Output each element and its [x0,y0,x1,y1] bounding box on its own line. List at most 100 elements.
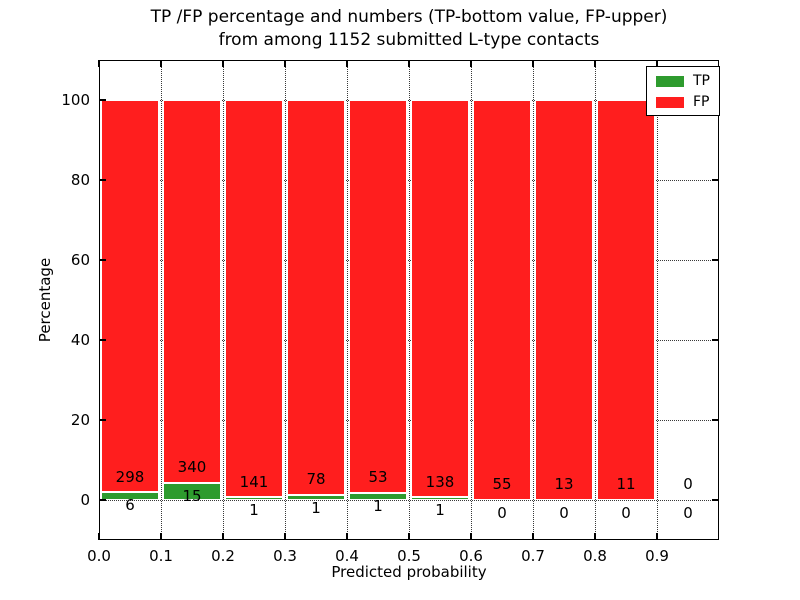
tp-bar [225,497,283,500]
tp-bar [287,494,345,500]
tp-bar [411,497,469,500]
tp-bar [163,483,221,500]
v-gridline [346,60,348,540]
fp-bar [473,100,531,500]
y-tick-mark [712,339,719,341]
x-tick-mark [594,533,596,540]
fp-count-label: 138 [425,472,455,491]
x-tick-mark [532,60,534,67]
y-tick-mark [99,259,106,261]
y-tick-mark [99,99,106,101]
y-tick-mark [99,499,106,501]
tp-color-swatch [656,75,684,87]
fp-count-label: 340 [177,458,207,477]
fp-count-label: 53 [368,468,388,486]
x-tick-mark [470,60,472,67]
fp-bar [597,100,655,500]
fp-bar [349,100,407,493]
x-tick-mark [408,60,410,67]
tp-count-label: 1 [249,501,259,520]
tp-count-label: 1 [373,496,383,515]
tp-count-label: 15 [182,487,202,506]
fp-count-label: 13 [554,475,574,494]
legend-entry-fp: FP [656,95,710,109]
tp-count-label: 0 [559,504,569,523]
x-tick-mark [160,60,162,67]
fp-bar [535,100,593,500]
fp-count-label: 0 [683,475,693,494]
y-tick-label: 80 [70,171,90,189]
x-tick-mark [470,533,472,540]
y-tick-mark [712,259,719,261]
tp-count-label: 1 [435,501,445,520]
tp-count-label: 0 [683,504,693,523]
x-tick-mark [656,533,658,540]
y-tick-mark [99,339,106,341]
x-tick-mark [160,533,162,540]
tp-bar [349,492,407,500]
x-tick-mark [98,60,100,67]
x-tick-label: 0.1 [149,547,173,565]
y-tick-label: 40 [70,331,90,349]
legend-entry-tp: TP [656,74,710,88]
fp-count-label: 11 [616,475,636,494]
y-tick-mark [712,179,719,181]
x-tick-label: 0.7 [521,547,545,565]
legend-label-tp: TP [693,73,710,89]
x-tick-mark [284,60,286,67]
x-tick-label: 0.4 [335,547,359,565]
y-axis-label: Percentage [36,257,54,343]
y-tick-mark [712,419,719,421]
y-tick-label: 0 [80,491,90,509]
v-gridline [408,60,410,540]
x-tick-label: 0.6 [459,547,483,565]
y-tick-label: 100 [61,91,90,109]
fp-count-label: 298 [115,467,145,486]
y-tick-mark [712,499,719,501]
x-tick-mark [346,60,348,67]
x-tick-mark [222,533,224,540]
tp-bar [101,492,159,500]
chart-title-line1: TP /FP percentage and numbers (TP-bottom… [150,7,668,27]
x-tick-mark [222,60,224,67]
x-tick-label: 0.9 [645,547,669,565]
fp-count-label: 78 [306,470,326,489]
legend: TP FP [646,66,720,116]
v-gridline [160,60,162,540]
x-tick-mark [284,533,286,540]
y-tick-label: 60 [70,251,90,269]
tp-count-label: 1 [311,499,321,518]
x-tick-mark [98,533,100,540]
v-gridline [594,60,596,540]
v-gridline [222,60,224,540]
tp-count-label: 0 [621,504,631,523]
y-tick-mark [99,179,106,181]
x-tick-label: 0.0 [87,547,111,565]
x-tick-label: 0.5 [397,547,421,565]
chart-title-line2: from among 1152 submitted L-type contact… [218,30,600,50]
x-tick-mark [408,533,410,540]
x-tick-mark [656,60,658,67]
x-tick-mark [346,533,348,540]
x-tick-mark [532,533,534,540]
legend-label-fp: FP [693,94,710,110]
y-tick-mark [99,419,106,421]
v-gridline [284,60,286,540]
x-tick-mark [594,60,596,67]
v-gridline [470,60,472,540]
x-tick-label: 0.2 [211,547,235,565]
fp-color-swatch [656,96,684,108]
fp-bar [101,100,159,493]
x-tick-label: 0.8 [583,547,607,565]
tp-count-label: 0 [497,504,507,523]
fp-count-label: 55 [492,475,512,494]
v-gridline [532,60,534,540]
fp-bar [411,100,469,498]
x-tick-label: 0.3 [273,547,297,565]
fp-count-label: 141 [239,472,269,491]
fp-bar [225,100,283,498]
tp-count-label: 6 [125,496,135,515]
fp-bar [163,100,221,484]
x-axis-label: Predicted probability [331,563,487,581]
